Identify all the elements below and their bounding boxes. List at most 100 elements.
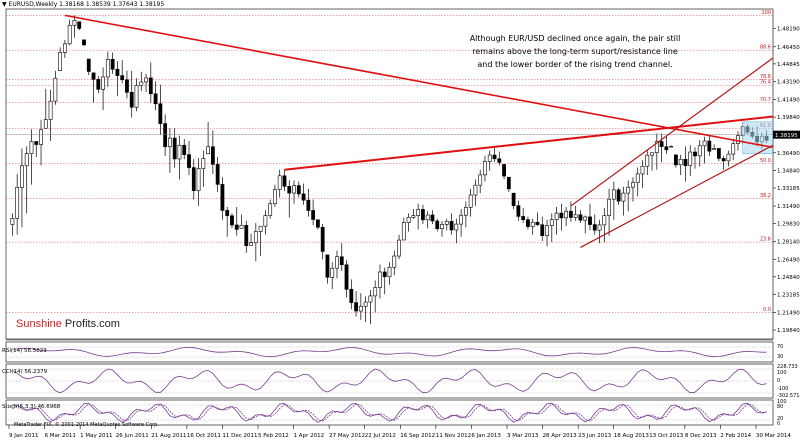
candle-body: [368, 295, 373, 303]
candle-body: [693, 151, 697, 157]
candle-body: [621, 192, 626, 202]
indicator-frame: [5, 363, 774, 399]
candle-body: [592, 224, 597, 231]
candle-body: [640, 165, 645, 175]
y-tick-label: 1.28140: [777, 240, 800, 246]
candle-body: [578, 214, 583, 221]
candle-body: [597, 224, 602, 231]
candle-body: [86, 58, 91, 72]
candle-body: [478, 174, 483, 186]
candle-body: [483, 161, 487, 176]
long-term-resistance-line: [64, 14, 774, 149]
candle-body: [669, 146, 674, 148]
candle-body: [306, 199, 311, 211]
candle-body: [712, 148, 717, 150]
x-tick-label: 9 Jan 2011: [9, 433, 38, 439]
candle-body: [62, 43, 67, 53]
y-tick-label: 1.29830: [777, 222, 800, 228]
candle-body: [115, 68, 120, 76]
candle-body: [48, 100, 53, 120]
candle-body: [416, 209, 421, 216]
candle-body: [626, 186, 631, 194]
candle-body: [153, 93, 158, 105]
brand-part1: Sunshine: [16, 318, 62, 330]
support-resistance-line: [284, 115, 774, 171]
candle-body: [497, 158, 502, 163]
candle-body: [249, 242, 253, 246]
cci-tick-label: 0: [777, 378, 780, 384]
candle-body: [77, 21, 82, 29]
indicator-frame: [5, 341, 774, 363]
candle-body: [296, 185, 301, 195]
y-tick-label: 1.34840: [777, 168, 800, 174]
candle-body: [521, 216, 526, 220]
candle-body: [301, 193, 306, 201]
candle-body: [721, 158, 726, 162]
candle-body: [82, 39, 86, 46]
candle-body: [435, 220, 440, 229]
y-tick-label: 1.26490: [777, 257, 800, 263]
candle-body: [401, 222, 406, 241]
candle-body: [120, 75, 125, 81]
candle-body: [545, 225, 549, 236]
y-tick-label: 1.39840: [777, 115, 800, 121]
candle-body: [697, 145, 702, 157]
x-tick-label: 6 Jan 2013: [471, 433, 501, 439]
candle-body: [425, 214, 430, 221]
candle-body: [397, 239, 401, 257]
symbol-dropdown-icon[interactable]: ▼: [2, 1, 9, 8]
x-tick-label: 21 Aug 2011: [151, 433, 186, 439]
x-tick-label: 22 Jul 2012: [365, 433, 396, 439]
candle-body: [96, 79, 101, 90]
candle-body: [573, 214, 578, 218]
candle-body: [459, 214, 464, 225]
candle-body: [110, 59, 115, 70]
y-tick-label: 1.48190: [777, 26, 800, 32]
cci-label: CCI(14) 56.2379: [2, 369, 48, 375]
y-tick-label: 1.21490: [777, 310, 800, 316]
candle-body: [187, 154, 191, 168]
x-tick-label: 11 Dec 2011: [222, 433, 257, 439]
candle-body: [273, 189, 277, 205]
stoch-tick-label: 0: [777, 421, 780, 427]
rsi-label: RSI(14) 56.5823: [2, 348, 47, 354]
candle-body: [244, 224, 249, 247]
candle-body: [58, 52, 63, 72]
chart-header-text: EURUSD,Weekly 1.38168 1.38539 1.37643 1.…: [8, 1, 165, 8]
candle-body: [492, 154, 497, 160]
brand-logo: Sunshine Profits.com: [16, 318, 120, 330]
candle-body: [125, 79, 129, 93]
candle-body: [24, 153, 29, 167]
candle-body: [726, 153, 731, 162]
candle-body: [182, 144, 187, 155]
candle-body: [363, 301, 368, 307]
candle-body: [210, 146, 215, 165]
candle-body: [387, 266, 392, 278]
stoch-tick-label: 20: [777, 416, 783, 422]
candle-body: [554, 212, 559, 221]
fib-level-label: 88.6: [760, 45, 771, 51]
x-tick-label: 23 Jun 2013: [578, 433, 612, 439]
x-tick-label: 2 Feb 2014: [720, 433, 751, 439]
x-tick-label: 5 Feb 2012: [258, 433, 289, 439]
y-tick-label: 1.46450: [777, 45, 800, 51]
candle-body: [277, 175, 282, 190]
candle-body: [201, 158, 206, 169]
candle-body: [664, 146, 669, 151]
fib-level-label: 100: [761, 10, 771, 16]
x-tick-label: 27 May 2012: [329, 433, 365, 439]
y-tick-label: 1.23185: [777, 292, 800, 298]
annotation-text: Although EUR/USD declined once again, th…: [425, 32, 725, 71]
fib-level-label: 0.0: [763, 307, 771, 313]
channel-lower-border: [580, 144, 774, 248]
candle-body: [449, 220, 454, 231]
candle-body: [134, 85, 139, 108]
fib-level-label: 76.4: [760, 80, 771, 86]
candle-body: [568, 210, 573, 218]
candle-body: [583, 216, 588, 221]
candle-body: [292, 185, 296, 194]
candle-body: [702, 140, 707, 147]
candle-body: [602, 215, 607, 226]
candle-body: [588, 216, 592, 225]
